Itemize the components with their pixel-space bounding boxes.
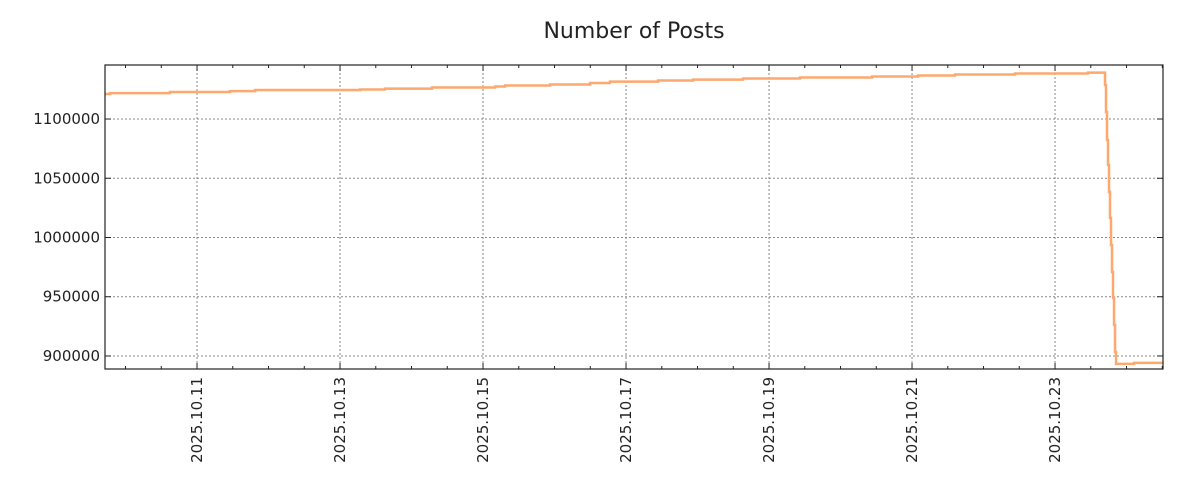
- y-tick-label: 1100000: [33, 110, 100, 128]
- y-tick-label: 900000: [43, 347, 100, 365]
- x-tick-label: 2025.10.21: [903, 377, 921, 463]
- series-layer: [105, 71, 1163, 366]
- x-tick-label: 2025.10.15: [474, 377, 492, 463]
- x-tick-label: 2025.10.23: [1046, 377, 1064, 463]
- grid: [105, 65, 1163, 369]
- x-tick-label: 2025.10.19: [760, 377, 778, 463]
- x-tick-label: 2025.10.17: [617, 377, 635, 463]
- x-tick-label: 2025.10.13: [331, 377, 349, 463]
- y-tick-label: 1050000: [33, 169, 100, 187]
- y-tick-label: 1000000: [33, 228, 100, 246]
- chart-title: Number of Posts: [543, 19, 724, 44]
- series-line-number-of-posts: [105, 71, 1163, 366]
- x-tick-label: 2025.10.11: [188, 377, 206, 463]
- y-tick-label: 950000: [43, 288, 100, 306]
- plot-frame: [104, 64, 1164, 370]
- axis-ticks: 2025.10.11 2025.10.13 2025.10.15 2025.10.17…: [33, 65, 1163, 463]
